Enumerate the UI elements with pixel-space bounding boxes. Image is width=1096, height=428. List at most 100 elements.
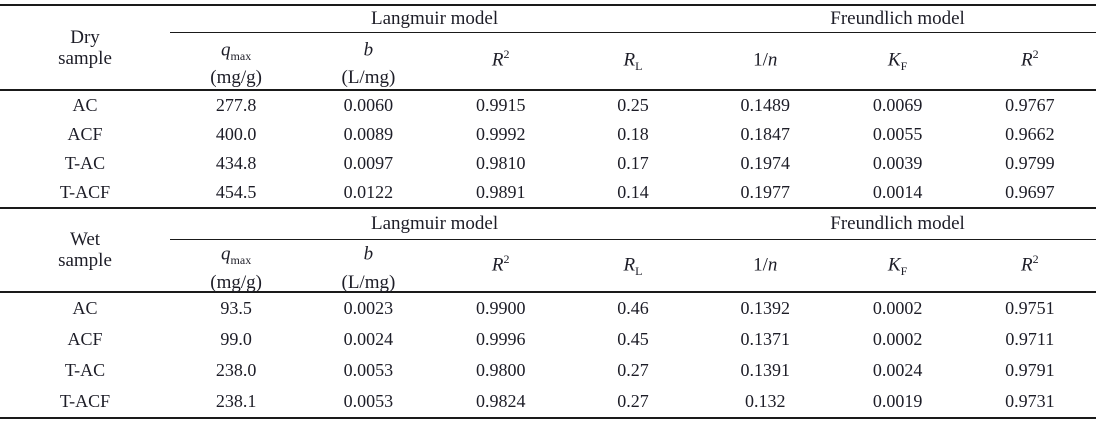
cell-value: 0.9996 <box>475 329 526 349</box>
column-header-rl: RL <box>623 49 643 74</box>
cell-value: 0.46 <box>617 298 649 318</box>
table-row: T-ACF 238.1 0.0053 0.9824 0.27 0.132 0.0… <box>0 386 1096 417</box>
column-header-kf: KF <box>887 49 908 74</box>
column-header-r2-freundlich: R2 <box>1021 251 1039 276</box>
cell-value: 0.0019 <box>872 391 923 411</box>
cell-sample: ACF <box>67 329 103 349</box>
sample-group-label: Wet sample <box>0 209 170 291</box>
column-header-qmax: qmax (mg/g) <box>210 243 262 293</box>
cell-value: 0.25 <box>617 95 649 115</box>
column-header-1n: 1/n <box>753 49 778 71</box>
cell-value: 0.9662 <box>1005 124 1055 144</box>
wet-data-rows: AC 93.5 0.0023 0.9900 0.46 0.1392 0.0002… <box>0 293 1096 417</box>
cell-value: 0.0060 <box>343 95 394 115</box>
wet-header: Wet sample Langmuir model Freundlich mod… <box>0 209 1096 293</box>
cell-sample: T-ACF <box>59 182 111 202</box>
dry-data-rows: AC 277.8 0.0060 0.9915 0.25 0.1489 0.006… <box>0 91 1096 207</box>
cell-value: 0.9799 <box>1005 153 1055 173</box>
column-header-r2-langmuir: R2 <box>491 47 510 71</box>
cell-value: 238.1 <box>215 391 257 411</box>
table-row: AC 93.5 0.0023 0.9900 0.46 0.1392 0.0002… <box>0 293 1096 324</box>
table-section-wet: Wet sample Langmuir model Freundlich mod… <box>0 209 1096 419</box>
cell-value: 0.0097 <box>343 153 394 173</box>
cell-sample: AC <box>72 298 98 318</box>
isotherm-parameters-table: Dry sample Langmuir model Freundlich mod… <box>0 4 1096 419</box>
group-label-line1: Dry <box>70 26 100 48</box>
cell-value: 0.9891 <box>475 182 526 202</box>
langmuir-model-header: Langmuir model <box>170 209 700 240</box>
cell-value: 0.0053 <box>343 360 394 380</box>
sample-group-label: Dry sample <box>0 6 170 89</box>
column-header-r2-langmuir: R2 <box>491 251 510 276</box>
table-row: T-ACF 454.5 0.0122 0.9891 0.14 0.1977 0.… <box>0 178 1096 207</box>
cell-value: 0.0014 <box>872 182 923 202</box>
cell-value: 454.5 <box>215 182 257 202</box>
column-header-rl: RL <box>623 254 643 279</box>
cell-value: 0.9697 <box>1005 182 1055 202</box>
column-header-b: b (L/mg) <box>341 39 396 89</box>
cell-sample: ACF <box>67 124 103 144</box>
group-label-line1: Wet <box>69 229 101 250</box>
cell-sample: AC <box>72 95 98 115</box>
cell-value: 0.0069 <box>872 95 923 115</box>
cell-value: 0.1847 <box>740 124 791 144</box>
cell-value: 0.0053 <box>343 391 394 411</box>
column-header-r2-freundlich: R2 <box>1021 47 1039 71</box>
column-header-qmax: qmax (mg/g) <box>210 39 262 89</box>
cell-value: 0.18 <box>617 124 649 144</box>
cell-value: 0.1974 <box>740 153 791 173</box>
cell-value: 0.27 <box>617 391 649 411</box>
cell-value: 0.132 <box>745 391 786 411</box>
cell-value: 0.9915 <box>475 95 526 115</box>
cell-value: 434.8 <box>215 153 257 173</box>
cell-value: 0.0055 <box>872 124 923 144</box>
table-row: ACF 99.0 0.0024 0.9996 0.45 0.1371 0.000… <box>0 324 1096 355</box>
cell-value: 0.17 <box>617 153 649 173</box>
cell-value: 0.14 <box>617 182 649 202</box>
cell-value: 0.9767 <box>1005 95 1055 115</box>
cell-value: 0.9900 <box>475 298 526 318</box>
cell-value: 0.1371 <box>740 329 791 349</box>
cell-value: 0.9731 <box>1005 391 1055 411</box>
cell-value: 0.1489 <box>740 95 791 115</box>
cell-value: 0.0024 <box>872 360 923 380</box>
cell-value: 400.0 <box>215 124 257 144</box>
cell-value: 277.8 <box>215 95 257 115</box>
cell-value: 0.45 <box>617 329 649 349</box>
langmuir-model-header: Langmuir model <box>170 6 700 33</box>
cell-value: 0.0024 <box>343 329 394 349</box>
cell-value: 0.0002 <box>872 329 923 349</box>
cell-value: 0.27 <box>617 360 649 380</box>
table-row: T-AC 238.0 0.0053 0.9800 0.27 0.1391 0.0… <box>0 355 1096 386</box>
column-header-b: b (L/mg) <box>341 243 396 293</box>
cell-value: 238.0 <box>215 360 257 380</box>
cell-value: 0.1977 <box>740 182 791 202</box>
column-header-kf: KF <box>887 254 908 279</box>
freundlich-model-header: Freundlich model <box>699 209 1096 240</box>
cell-value: 0.9810 <box>475 153 526 173</box>
group-label-line2: sample <box>58 47 112 69</box>
cell-value: 0.9824 <box>475 391 526 411</box>
cell-value: 0.0039 <box>872 153 923 173</box>
cell-value: 0.9751 <box>1005 298 1055 318</box>
column-header-1n: 1/n <box>753 254 778 276</box>
cell-value: 0.1391 <box>740 360 791 380</box>
table-section-dry: Dry sample Langmuir model Freundlich mod… <box>0 4 1096 209</box>
cell-value: 0.9791 <box>1005 360 1055 380</box>
table-row: AC 277.8 0.0060 0.9915 0.25 0.1489 0.006… <box>0 91 1096 120</box>
cell-value: 0.1392 <box>740 298 791 318</box>
cell-sample: T-AC <box>64 360 106 380</box>
cell-value: 0.0122 <box>343 182 394 202</box>
dry-header: Dry sample Langmuir model Freundlich mod… <box>0 6 1096 91</box>
group-label-line2: sample <box>58 250 112 271</box>
cell-value: 0.9711 <box>1005 329 1055 349</box>
table-row: ACF 400.0 0.0089 0.9992 0.18 0.1847 0.00… <box>0 120 1096 149</box>
cell-value: 93.5 <box>220 298 252 318</box>
cell-value: 0.9800 <box>475 360 526 380</box>
freundlich-model-header: Freundlich model <box>699 6 1096 33</box>
cell-value: 0.9992 <box>475 124 526 144</box>
cell-sample: T-ACF <box>59 391 111 411</box>
cell-value: 0.0002 <box>872 298 923 318</box>
cell-sample: T-AC <box>64 153 106 173</box>
table-row: T-AC 434.8 0.0097 0.9810 0.17 0.1974 0.0… <box>0 149 1096 178</box>
